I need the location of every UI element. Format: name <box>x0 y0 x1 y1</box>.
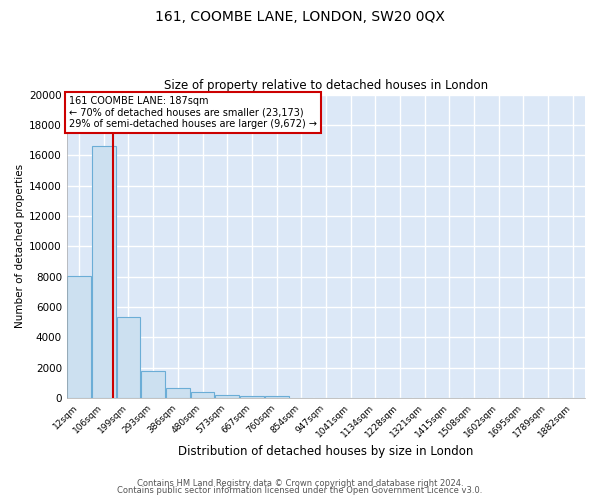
Text: 161, COOMBE LANE, LONDON, SW20 0QX: 161, COOMBE LANE, LONDON, SW20 0QX <box>155 10 445 24</box>
Bar <box>92 146 116 398</box>
Text: Contains public sector information licensed under the Open Government Licence v3: Contains public sector information licen… <box>118 486 482 495</box>
Bar <box>116 317 140 398</box>
Bar <box>67 276 91 398</box>
Y-axis label: Number of detached properties: Number of detached properties <box>15 164 25 328</box>
Bar <box>191 392 214 398</box>
Title: Size of property relative to detached houses in London: Size of property relative to detached ho… <box>164 79 488 92</box>
Bar <box>265 396 289 398</box>
Bar <box>166 388 190 398</box>
Text: 161 COOMBE LANE: 187sqm
← 70% of detached houses are smaller (23,173)
29% of sem: 161 COOMBE LANE: 187sqm ← 70% of detache… <box>70 96 317 130</box>
Bar <box>141 372 165 398</box>
Bar <box>240 396 264 398</box>
X-axis label: Distribution of detached houses by size in London: Distribution of detached houses by size … <box>178 444 473 458</box>
Bar <box>215 395 239 398</box>
Text: Contains HM Land Registry data © Crown copyright and database right 2024.: Contains HM Land Registry data © Crown c… <box>137 478 463 488</box>
